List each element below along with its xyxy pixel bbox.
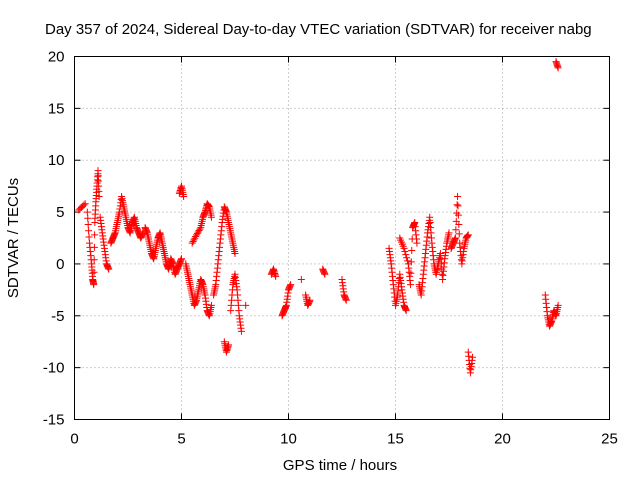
chart-title: Day 357 of 2024, Sidereal Day-to-day VTE… — [45, 21, 592, 38]
data-point — [178, 255, 185, 263]
data-point — [469, 353, 477, 361]
data-points — [75, 58, 562, 377]
data-point — [403, 257, 411, 265]
y-tick-label: -5 — [51, 308, 64, 325]
data-point — [451, 234, 459, 242]
data-point — [401, 247, 409, 255]
data-point — [91, 231, 99, 239]
data-point — [207, 213, 215, 221]
data-point — [454, 193, 462, 201]
data-point — [402, 251, 410, 259]
data-point — [189, 238, 197, 246]
y-tick-label: 5 — [56, 204, 64, 221]
x-tick-label: 10 — [280, 431, 297, 448]
data-point — [454, 202, 462, 210]
x-axis-label: GPS time / hours — [283, 457, 397, 474]
data-point — [191, 234, 199, 242]
data-point — [297, 275, 305, 283]
data-point — [80, 201, 88, 209]
data-point — [105, 265, 113, 273]
data-point — [84, 221, 92, 229]
data-point — [287, 281, 295, 289]
data-point — [408, 246, 416, 254]
data-point — [402, 307, 410, 315]
data-point — [196, 225, 204, 233]
data-point — [231, 250, 239, 258]
data-point — [554, 301, 562, 309]
data-point — [207, 301, 215, 309]
data-point — [406, 281, 414, 289]
y-axis-label: SDTVAR / TECUs — [5, 178, 22, 298]
data-point — [83, 208, 91, 216]
data-point — [180, 193, 188, 201]
data-point — [90, 268, 98, 276]
data-point — [85, 233, 93, 241]
data-point — [195, 227, 203, 235]
data-point — [306, 296, 314, 304]
y-tick-label: -10 — [43, 360, 65, 377]
plot-frame — [74, 56, 610, 420]
y-tick-label: 0 — [56, 256, 64, 273]
data-point — [190, 236, 198, 244]
data-point — [407, 258, 415, 266]
data-point — [452, 226, 460, 234]
grid-lines — [74, 56, 610, 420]
data-point — [192, 233, 200, 241]
data-point — [188, 239, 196, 247]
data-point — [445, 229, 453, 237]
data-point — [407, 269, 415, 277]
y-tick-label: 20 — [48, 49, 65, 66]
tick-labels: 0 5 10 15 20 25 -15 -10 -5 0 5 10 15 20 — [43, 49, 618, 448]
data-point — [81, 200, 89, 208]
data-point — [95, 193, 103, 201]
y-tick-label: 10 — [48, 152, 65, 169]
x-tick-label: 20 — [494, 431, 511, 448]
data-point — [90, 243, 98, 251]
data-point — [342, 296, 350, 304]
data-point — [321, 270, 329, 278]
data-point — [192, 231, 200, 239]
data-point — [84, 214, 92, 222]
data-point — [455, 230, 463, 238]
y-tick-label: -15 — [43, 412, 65, 429]
data-point — [413, 239, 421, 247]
data-point — [90, 256, 98, 264]
data-point — [554, 64, 562, 72]
data-point — [85, 227, 93, 235]
data-point — [237, 327, 245, 335]
data-point — [453, 201, 461, 209]
data-point — [455, 221, 463, 229]
data-point — [464, 231, 472, 239]
data-point — [90, 281, 98, 289]
data-point — [454, 211, 462, 219]
data-point — [242, 301, 250, 309]
y-tick-label: 15 — [48, 100, 65, 117]
data-point — [403, 254, 411, 262]
x-tick-label: 15 — [387, 431, 404, 448]
data-point — [400, 244, 408, 252]
x-tick-label: 0 — [70, 431, 78, 448]
x-tick-label: 25 — [601, 431, 618, 448]
data-point — [272, 272, 280, 280]
data-point — [194, 228, 202, 236]
x-tick-label: 5 — [177, 431, 185, 448]
data-point — [193, 229, 201, 237]
data-point — [225, 341, 233, 349]
